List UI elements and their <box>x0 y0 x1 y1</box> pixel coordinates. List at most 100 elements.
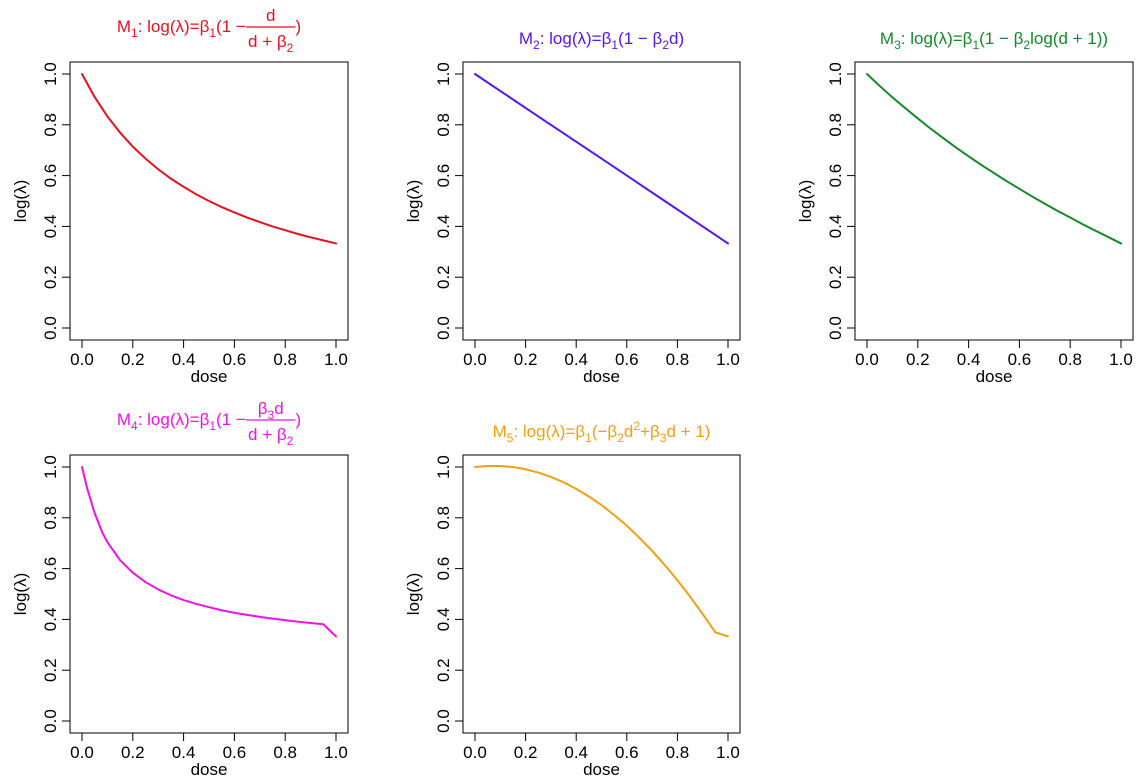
panel-title-text: M3: log(λ)=β1(1 − β2log(d + 1)) <box>880 29 1108 52</box>
x-tick-label: 1.0 <box>1109 350 1133 369</box>
y-tick-label: 0.2 <box>434 658 453 682</box>
x-tick-label: 1.0 <box>324 743 348 762</box>
series-line-1 <box>474 464 729 638</box>
y-tick-label: 0.8 <box>434 506 453 530</box>
panel-title-text: M1: log(λ)=β1(1 − <box>117 17 246 40</box>
x-axis-title: dose <box>583 760 620 779</box>
x-tick-label: 0.4 <box>172 743 196 762</box>
fraction-denominator: d + β2 <box>248 425 294 448</box>
y-tick-label: 0.4 <box>434 608 453 632</box>
panel-2: 0.0 0.2 0.4 0.6 0.8 1.0 0.0 0.2 0.4 0.6 0.8 1.0 dose… <box>404 29 741 386</box>
x-tick-label: 0.6 <box>615 350 639 369</box>
y-tick-label: 0.6 <box>826 164 845 188</box>
panel-4: 0.0 0.2 0.4 0.6 0.8 1.0 0.0 0.2 0.4 0.6 0.8 1.0 dose… <box>11 399 349 779</box>
y-tick-label: 0.0 <box>41 709 60 733</box>
x-tick-label: 0.0 <box>70 350 94 369</box>
y-tick-label: 0.4 <box>434 215 453 239</box>
x-tick-label: 0.6 <box>1008 350 1032 369</box>
panel-3: 0.0 0.2 0.4 0.6 0.8 1.0 0.0 0.2 0.4 0.6 0.8 1.0 dose… <box>796 29 1134 386</box>
y-tick-label: 0.6 <box>434 164 453 188</box>
panel-title: M4: log(λ)=β1(1 − β3d d + β2) <box>117 399 301 448</box>
x-axis-title: dose <box>976 367 1013 386</box>
y-axis-title: log(λ) <box>404 180 423 223</box>
plot-frame <box>854 61 1134 341</box>
x-tick-label: 1.0 <box>716 743 740 762</box>
x-tick-label: 0.6 <box>223 350 247 369</box>
panel-title: M1: log(λ)=β1(1 − d d + β2) <box>117 6 301 55</box>
x-tick-label: 1.0 <box>324 350 348 369</box>
y-tick-label: 0.0 <box>434 709 453 733</box>
x-tick-label: 0.4 <box>564 350 588 369</box>
x-tick-label: 0.2 <box>514 743 538 762</box>
x-tick-label: 0.4 <box>564 743 588 762</box>
series-line-1 <box>81 466 337 638</box>
x-tick-label: 0.2 <box>121 350 145 369</box>
x-tick-label: 0.8 <box>666 743 690 762</box>
y-tick-label: 0.2 <box>41 658 60 682</box>
y-tick-label: 0.2 <box>434 265 453 289</box>
x-tick-label: 0.8 <box>1058 350 1082 369</box>
y-tick-label: 1.0 <box>41 62 60 86</box>
x-axis-title: dose <box>583 367 620 386</box>
fraction-denominator: d + β2 <box>248 32 294 55</box>
panel-1: 0.0 0.2 0.4 0.6 0.8 1.0 0.0 0.2 0.4 0.6 0.8 1.0 dose… <box>11 6 349 386</box>
y-axis-title: log(λ) <box>11 180 30 223</box>
y-tick-label: 0.8 <box>826 113 845 137</box>
series-line-1 <box>866 73 1122 245</box>
y-tick-label: 0.4 <box>41 215 60 239</box>
plot-frame <box>462 454 741 734</box>
y-tick-label: 0.2 <box>826 265 845 289</box>
x-tick-label: 0.0 <box>463 350 487 369</box>
y-tick-label: 0.6 <box>41 557 60 581</box>
y-tick-label: 1.0 <box>826 62 845 86</box>
x-tick-label: 0.0 <box>70 743 94 762</box>
panel-title-text: M5: log(λ)=β1(−β2d2+β3d + 1) <box>493 419 711 445</box>
x-tick-label: 0.2 <box>121 743 145 762</box>
x-tick-label: 0.8 <box>273 743 297 762</box>
y-tick-label: 0.0 <box>826 316 845 340</box>
y-tick-label: 1.0 <box>434 62 453 86</box>
y-tick-label: 0.8 <box>41 113 60 137</box>
x-tick-label: 0.4 <box>957 350 981 369</box>
x-tick-label: 0.6 <box>223 743 247 762</box>
y-tick-label: 0.6 <box>41 164 60 188</box>
series-line-1 <box>474 73 729 245</box>
y-tick-label: 0.2 <box>41 265 60 289</box>
panel-title-close: ) <box>295 17 301 36</box>
x-tick-label: 0.2 <box>906 350 930 369</box>
panel-title: M5: log(λ)=β1(−β2d2+β3d + 1) <box>493 419 711 445</box>
y-tick-label: 0.8 <box>41 506 60 530</box>
y-tick-label: 1.0 <box>41 455 60 479</box>
y-axis-title: log(λ) <box>404 573 423 616</box>
x-tick-label: 1.0 <box>716 350 740 369</box>
fraction-numerator: β3d <box>258 399 284 422</box>
y-tick-label: 0.4 <box>826 215 845 239</box>
y-tick-label: 0.6 <box>434 557 453 581</box>
plot-frame <box>69 454 349 734</box>
panel-title-close: ) <box>295 410 301 429</box>
panel-title: M3: log(λ)=β1(1 − β2log(d + 1)) <box>880 29 1108 52</box>
x-tick-label: 0.2 <box>514 350 538 369</box>
x-tick-label: 0.8 <box>666 350 690 369</box>
y-tick-label: 1.0 <box>434 455 453 479</box>
x-axis-title: dose <box>191 760 228 779</box>
y-axis-title: log(λ) <box>796 180 815 223</box>
x-tick-label: 0.4 <box>172 350 196 369</box>
x-tick-label: 0.0 <box>463 743 487 762</box>
fraction-numerator: d <box>266 6 275 25</box>
x-axis-title: dose <box>191 367 228 386</box>
plot-frame <box>69 61 349 341</box>
panel-5: 0.0 0.2 0.4 0.6 0.8 1.0 0.0 0.2 0.4 0.6 0.8 1.0 dose… <box>404 419 741 779</box>
x-tick-label: 0.8 <box>273 350 297 369</box>
panel-title-text: M4: log(λ)=β1(1 − <box>117 410 246 433</box>
y-tick-label: 0.8 <box>434 113 453 137</box>
y-axis-title: log(λ) <box>11 573 30 616</box>
panel-title: M2: log(λ)=β1(1 − β2d) <box>519 29 684 52</box>
y-tick-label: 0.0 <box>41 316 60 340</box>
x-tick-label: 0.0 <box>855 350 879 369</box>
y-tick-label: 0.4 <box>41 608 60 632</box>
series-line-1 <box>81 73 337 245</box>
x-tick-label: 0.6 <box>615 743 639 762</box>
panel-title-text: M2: log(λ)=β1(1 − β2d) <box>519 29 684 52</box>
